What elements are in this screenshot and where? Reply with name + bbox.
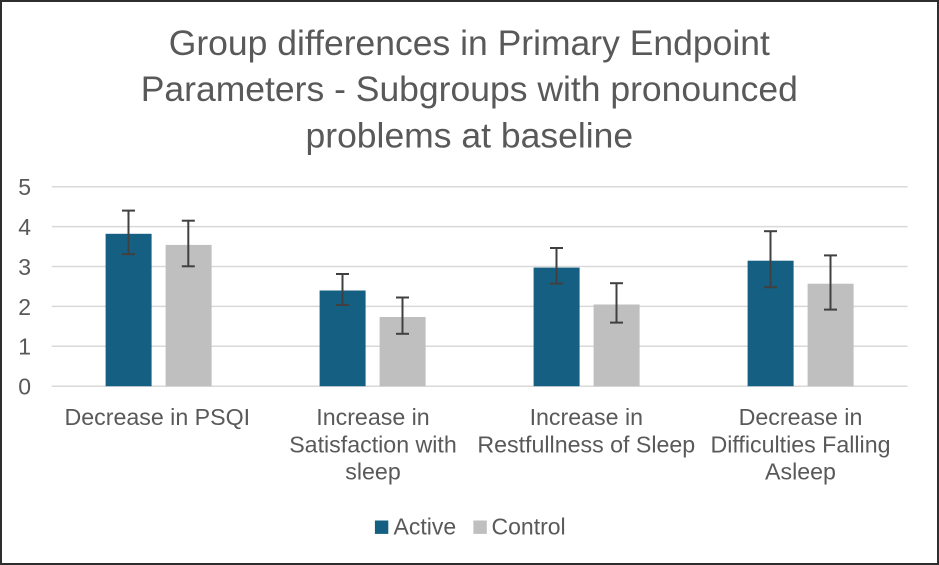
svg-text:Increase in: Increase in (316, 404, 429, 430)
svg-text:Decrease in PSQI: Decrease in PSQI (65, 404, 251, 430)
svg-text:sleep: sleep (345, 459, 400, 485)
svg-text:Parameters - Subgroups with pr: Parameters - Subgroups with pronounced (141, 69, 798, 109)
svg-text:1: 1 (18, 334, 31, 360)
svg-text:Satisfaction with: Satisfaction with (289, 431, 457, 457)
svg-text:problems at baseline: problems at baseline (306, 116, 634, 156)
svg-text:Restfullness of Sleep: Restfullness of Sleep (477, 431, 695, 457)
svg-text:Difficulties Falling: Difficulties Falling (711, 431, 891, 457)
svg-text:Asleep: Asleep (765, 459, 836, 485)
svg-text:Group differences in Primary E: Group differences in Primary Endpoint (169, 23, 770, 63)
svg-text:5: 5 (18, 174, 31, 200)
svg-text:Increase in: Increase in (530, 404, 643, 430)
svg-text:4: 4 (18, 214, 31, 240)
svg-text:0: 0 (18, 374, 31, 400)
svg-text:Active: Active (394, 513, 457, 539)
svg-text:2: 2 (18, 294, 31, 320)
svg-text:3: 3 (18, 254, 31, 280)
svg-text:Control: Control (492, 513, 566, 539)
svg-text:Decrease in: Decrease in (739, 404, 863, 430)
